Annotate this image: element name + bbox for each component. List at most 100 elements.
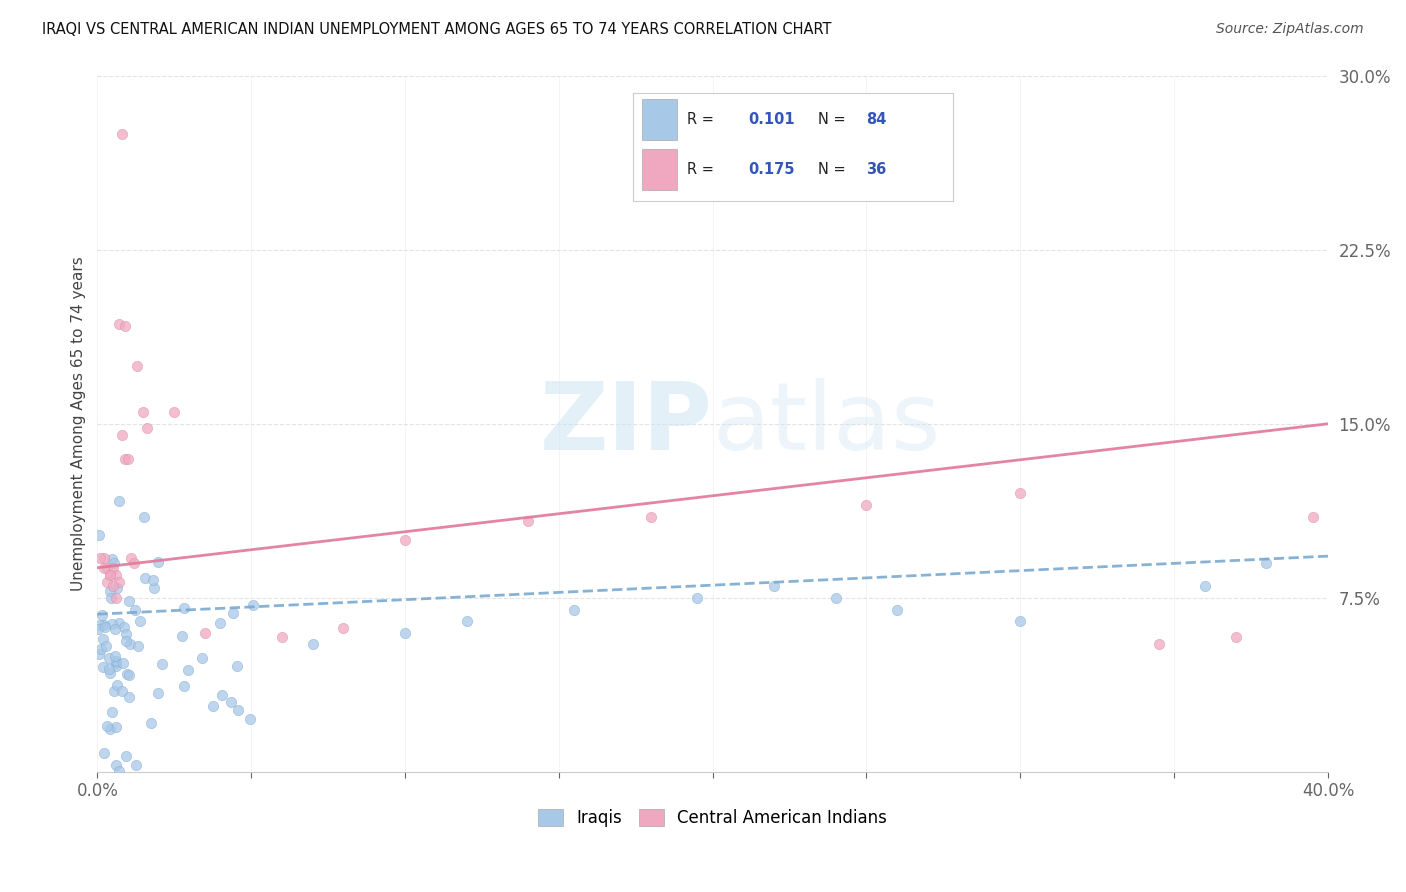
Point — [1194, 579, 1216, 593]
Point — [96, 574, 118, 589]
Point — [134, 510, 156, 524]
Point — [105, 581, 128, 595]
Point — [98, 567, 121, 582]
Point — [105, 654, 128, 668]
Point — [101, 560, 124, 574]
Point — [98, 567, 121, 582]
Point — [219, 695, 242, 709]
Point — [332, 621, 354, 635]
Point — [104, 591, 127, 605]
Point — [163, 405, 186, 419]
Point — [763, 579, 786, 593]
Point — [101, 705, 124, 719]
Point — [105, 758, 128, 772]
Point — [456, 614, 478, 628]
Point — [105, 678, 128, 692]
Point — [1147, 637, 1170, 651]
Point — [96, 560, 118, 574]
Point — [111, 127, 134, 141]
Point — [115, 667, 138, 681]
Point — [104, 659, 127, 673]
Point — [170, 630, 193, 644]
Text: Source: ZipAtlas.com: Source: ZipAtlas.com — [1216, 22, 1364, 37]
Point — [101, 616, 124, 631]
Point — [108, 574, 131, 589]
Point — [640, 509, 662, 524]
Point — [1010, 486, 1032, 500]
Point — [301, 637, 323, 651]
Point — [135, 421, 157, 435]
Point — [201, 698, 224, 713]
Point — [98, 666, 121, 681]
Text: atlas: atlas — [713, 378, 941, 470]
Point — [93, 617, 115, 632]
Point — [134, 571, 156, 585]
Point — [118, 593, 141, 607]
Point — [142, 581, 165, 595]
Point — [271, 631, 294, 645]
Point — [209, 615, 232, 630]
Point — [91, 607, 114, 622]
Point — [108, 317, 131, 331]
Point — [91, 632, 114, 646]
Point — [104, 657, 127, 671]
Point — [394, 625, 416, 640]
Point — [93, 660, 115, 674]
Point — [211, 688, 233, 702]
Point — [886, 602, 908, 616]
Point — [128, 614, 150, 628]
Point — [124, 603, 146, 617]
Point — [104, 623, 127, 637]
Point — [1010, 614, 1032, 628]
Text: ZIP: ZIP — [540, 378, 713, 470]
Point — [111, 684, 134, 698]
Point — [118, 690, 141, 705]
Point — [228, 703, 250, 717]
Point — [104, 567, 127, 582]
Point — [89, 618, 111, 632]
Point — [146, 686, 169, 700]
Point — [87, 528, 110, 542]
Point — [111, 428, 134, 442]
Point — [173, 679, 195, 693]
Point — [190, 651, 212, 665]
Point — [114, 319, 136, 334]
Point — [89, 647, 111, 661]
Point — [686, 591, 709, 605]
Point — [104, 648, 127, 663]
Point — [194, 625, 217, 640]
Point — [104, 719, 127, 733]
Point — [114, 451, 136, 466]
Point — [141, 715, 163, 730]
Point — [93, 560, 115, 574]
Point — [112, 657, 135, 671]
Point — [93, 620, 115, 634]
Point — [1256, 556, 1278, 570]
Point — [100, 591, 122, 606]
Point — [96, 719, 118, 733]
Point — [132, 405, 155, 419]
Point — [239, 712, 262, 726]
Point — [89, 551, 111, 566]
Point — [86, 622, 108, 636]
Point — [115, 627, 138, 641]
Point — [108, 615, 131, 630]
Point — [173, 600, 195, 615]
Point — [101, 551, 124, 566]
Point — [98, 662, 121, 676]
Point — [1225, 631, 1247, 645]
Point — [117, 451, 139, 466]
Point — [517, 514, 540, 528]
Point — [112, 620, 135, 634]
Point — [176, 663, 198, 677]
Point — [103, 684, 125, 698]
Point — [118, 637, 141, 651]
Point — [226, 659, 249, 673]
Point — [107, 764, 129, 779]
Point — [127, 359, 149, 373]
Point — [101, 579, 124, 593]
Point — [93, 551, 115, 566]
Point — [222, 607, 245, 621]
Point — [108, 494, 131, 508]
Point — [98, 651, 121, 665]
